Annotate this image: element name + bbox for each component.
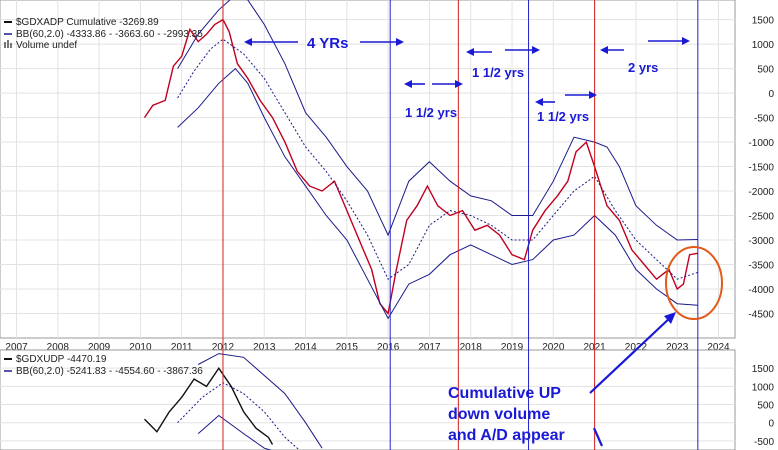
arrow-callout-circle — [589, 315, 673, 394]
arrow-a-left-head — [404, 80, 412, 88]
legend-marker-volume-3 — [10, 43, 12, 48]
annotation-span-a: 1 1/2 yrs — [405, 105, 457, 120]
series-udp-bb-middle-line — [177, 382, 301, 450]
annotation-note-line-3: and A/D appear — [448, 427, 565, 444]
arrow-b-right-head — [532, 46, 540, 54]
y-tick-label: -4000 — [748, 285, 774, 296]
legend-udp-bb: BB(60,2.0) -5241.83 - -4554.60 - -3867.3… — [16, 366, 203, 377]
y-tick-label: 500 — [757, 65, 774, 76]
legend-price: $GDXADP Cumulative -3269.89 — [16, 17, 159, 28]
event-lines — [222, 0, 699, 450]
series-udp-bb-lower-line — [197, 414, 273, 450]
upper-panel-frame — [0, 0, 736, 339]
lower-panel-frame — [0, 349, 736, 450]
arrow-callout-circle-head — [664, 312, 676, 324]
x-axis: 2007 2008 2009 2010 2011 2012 2013 2014 2015 2016… — [5, 342, 730, 353]
arrow-a-right-head — [455, 80, 463, 88]
y-tick-label: -500 — [754, 437, 774, 448]
arrow-4yrs-left-head — [244, 38, 252, 46]
arrow-d-right-head — [682, 37, 690, 45]
upper-legend: $GDXADP Cumulative -3269.89 BB(60,2.0) -… — [4, 17, 203, 51]
y-tick-label: -2000 — [748, 187, 774, 198]
x-tick-label: 2009 — [88, 342, 111, 353]
x-tick-label: 2024 — [707, 342, 730, 353]
legend-volume: Volume undef — [16, 40, 77, 51]
x-tick-label: 2020 — [542, 342, 565, 353]
arrow-c-left-head — [535, 98, 543, 106]
y-tick-label: 0 — [768, 89, 774, 100]
y-tick-label: 1000 — [752, 382, 775, 393]
x-tick-label: 2011 — [171, 342, 193, 353]
y-tick-label: 500 — [757, 401, 774, 412]
x-tick-label: 2013 — [253, 342, 276, 353]
series-bb-lower-line — [177, 67, 698, 320]
annotation-arrows — [244, 37, 690, 447]
x-tick-label: 2014 — [294, 342, 317, 353]
arrow-4yrs-right-head — [396, 38, 404, 46]
annotation-note-line-2: down volume — [448, 406, 550, 423]
arrow-b-left-head — [466, 48, 474, 56]
x-tick-label: 2022 — [625, 342, 648, 353]
y-tick-label: -3000 — [748, 236, 774, 247]
x-tick-label: 2019 — [501, 342, 524, 353]
x-tick-label: 2016 — [377, 342, 400, 353]
x-tick-label: 2015 — [336, 342, 359, 353]
y-tick-label: -500 — [754, 114, 774, 125]
y-tick-label: 1500 — [752, 364, 775, 375]
annotation-span-d: 2 yrs — [628, 60, 658, 75]
lower-grid — [0, 367, 735, 442]
y-tick-label: -1000 — [748, 138, 774, 149]
y-tick-label: 1000 — [752, 40, 775, 51]
upper-y-axis: 1500 1000 500 0 -500 -1000 -1500 -2000 -2500 -300… — [748, 16, 774, 321]
legend-bb: BB(60,2.0) -4333.86 - -3663.60 - -2993.3… — [16, 29, 203, 40]
lower-legend: $GDXUDP -4470.19 BB(60,2.0) -5241.83 - -… — [4, 354, 203, 377]
y-tick-label: -1500 — [748, 163, 774, 174]
legend-marker-volume-2 — [7, 40, 9, 48]
annotation-note-line-1: Cumulative UP — [448, 385, 561, 402]
x-tick-label: 2008 — [47, 342, 70, 353]
y-tick-label: -4500 — [748, 310, 774, 321]
x-tick-label: 2018 — [460, 342, 483, 353]
annotation-4yrs: 4 YRs — [307, 35, 348, 52]
x-tick-label: 2007 — [5, 342, 28, 353]
upper-grid — [0, 0, 735, 338]
series-gdxudp-line — [143, 366, 274, 445]
highlight-circle — [665, 246, 723, 320]
lower-y-axis: 1500 1000 500 0 -500 — [752, 364, 775, 448]
lower-series — [143, 353, 323, 450]
y-tick-label: 1500 — [752, 16, 775, 27]
arrow-c-right-head — [589, 91, 597, 99]
upper-series — [143, 0, 698, 320]
y-tick-label: -3500 — [748, 261, 774, 272]
arrow-callout-down — [592, 427, 604, 447]
x-tick-label: 2010 — [129, 342, 152, 353]
x-tick-label: 2017 — [418, 342, 441, 353]
annotation-span-b: 1 1/2 yrs — [472, 65, 524, 80]
arrow-d-left-head — [600, 46, 608, 54]
y-tick-label: 0 — [768, 419, 774, 430]
annotation-span-c: 1 1/2 yrs — [537, 109, 589, 124]
series-gdxadp-line — [143, 18, 698, 316]
series-udp-bb-upper-line — [197, 353, 323, 449]
x-tick-label: 2023 — [666, 342, 689, 353]
legend-marker-volume-1 — [4, 42, 6, 48]
series-bb-upper-line — [177, 0, 698, 241]
y-tick-label: -2500 — [748, 212, 774, 223]
legend-udp: $GDXUDP -4470.19 — [16, 354, 107, 365]
